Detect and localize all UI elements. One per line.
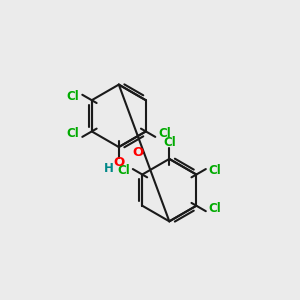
Text: Cl: Cl	[163, 136, 176, 149]
Text: O: O	[113, 156, 124, 169]
Text: Cl: Cl	[67, 127, 79, 140]
Text: H: H	[103, 162, 113, 175]
Text: Cl: Cl	[117, 164, 130, 178]
Text: O: O	[132, 146, 143, 160]
Text: Cl: Cl	[158, 127, 171, 140]
Text: Cl: Cl	[209, 164, 222, 178]
Text: Cl: Cl	[209, 202, 222, 214]
Text: Cl: Cl	[67, 90, 79, 103]
